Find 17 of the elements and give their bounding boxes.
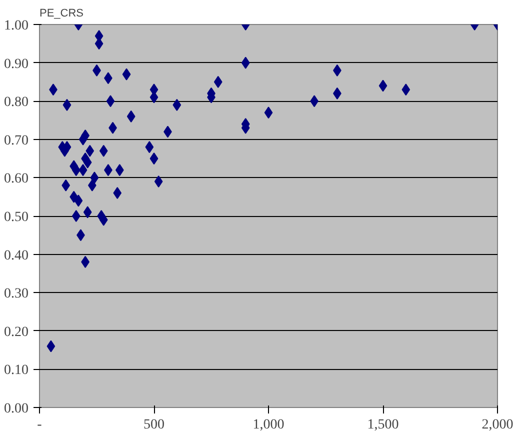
y-tick-label: 0.90 bbox=[4, 56, 28, 72]
y-tick-label: 0.80 bbox=[4, 95, 28, 110]
y-tick-label: 0.20 bbox=[4, 324, 28, 340]
x-tick-label: 1,500 bbox=[367, 418, 399, 432]
y-tick-label: 0.60 bbox=[4, 172, 28, 187]
x-tick-label: 500 bbox=[144, 418, 164, 432]
y-tick-label: 0.50 bbox=[4, 210, 28, 225]
y-tick-label: 0.40 bbox=[4, 248, 28, 264]
x-tick-label: - bbox=[37, 418, 42, 432]
y-tick-label: 0.10 bbox=[4, 363, 28, 378]
y-tick-label: 0.00 bbox=[4, 402, 28, 416]
x-tick-label: 2,000 bbox=[482, 418, 514, 432]
y-tick-label: 0.70 bbox=[4, 133, 28, 148]
y-tick-label: 0.30 bbox=[4, 286, 28, 302]
chart-title: PE_CRS bbox=[40, 8, 84, 20]
x-tick-label: 1,000 bbox=[252, 418, 284, 432]
y-tick-label: 1.00 bbox=[4, 18, 28, 34]
